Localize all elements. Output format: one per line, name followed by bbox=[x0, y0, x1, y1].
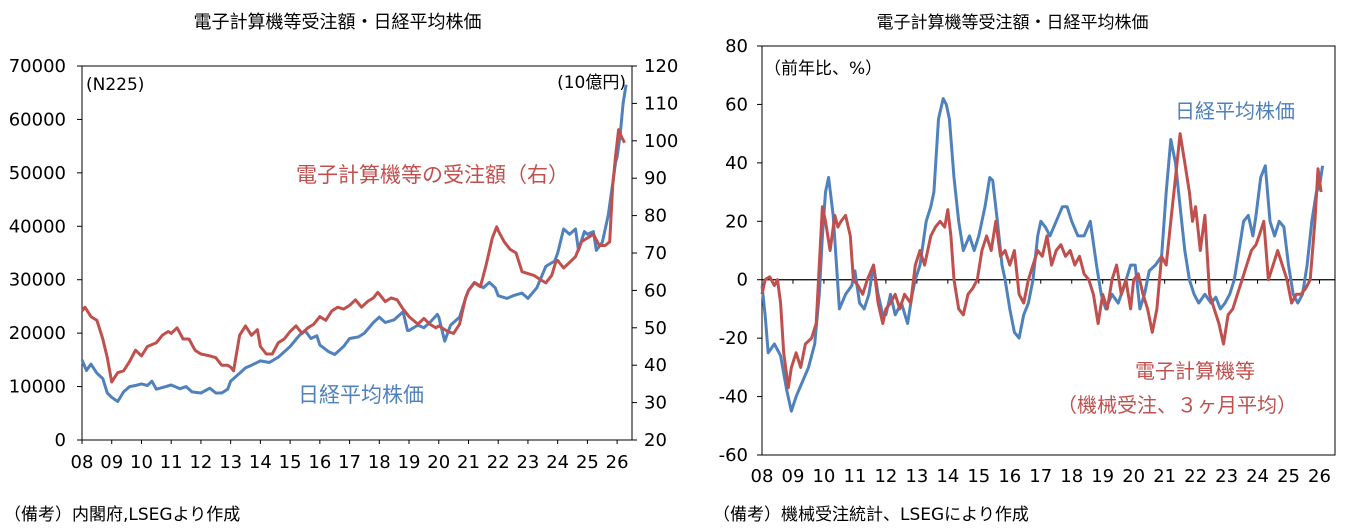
x-tick-label: 17 bbox=[1029, 466, 1052, 487]
series-label-computer-orders: 電子計算機等の受注額（右） bbox=[296, 163, 569, 187]
x-tick-label: 17 bbox=[338, 452, 361, 473]
x-tick-label: 10 bbox=[812, 466, 835, 487]
series-label-computer-orders-2: （機械受注、３ヶ月平均） bbox=[1057, 393, 1297, 417]
y-left-tick-label: 60000 bbox=[9, 109, 66, 130]
y-right-tick-label: 110 bbox=[644, 93, 678, 114]
x-tick-label: 09 bbox=[782, 466, 805, 487]
chart-left: 電子計算機等受注額・日経平均株価 0 10000 20000 30000 40000 50… bbox=[4, 12, 679, 525]
chart-left-plot: 0 10000 20000 30000 40000 50000 60000 70000 20 30… bbox=[9, 56, 679, 473]
x-tick-label: 19 bbox=[1091, 466, 1114, 487]
y-tick-label: 60 bbox=[725, 94, 748, 115]
y-left-tick-label: 70000 bbox=[9, 56, 66, 77]
x-tick-label: 13 bbox=[219, 452, 242, 473]
y-tick-label: -40 bbox=[719, 387, 748, 408]
y-right-tick-label: 120 bbox=[644, 56, 678, 77]
y-tick-label: 20 bbox=[725, 211, 748, 232]
x-tick-label: 16 bbox=[308, 452, 331, 473]
y-tick-label: -20 bbox=[719, 328, 748, 349]
x-tick-label: 16 bbox=[998, 466, 1021, 487]
x-tick-label: 10 bbox=[130, 452, 153, 473]
x-tick-label: 26 bbox=[1308, 466, 1331, 487]
x-tick-label: 22 bbox=[487, 452, 510, 473]
y-right-tick-label: 100 bbox=[644, 131, 678, 152]
y-tick-label: 0 bbox=[737, 270, 748, 291]
y-tick-label: 80 bbox=[725, 36, 748, 57]
x-tick-label: 25 bbox=[576, 452, 599, 473]
source-note-right: （備考）機械受注統計、LSEGにより作成 bbox=[713, 505, 1029, 525]
y-left-tick-label: 20000 bbox=[9, 323, 66, 344]
x-tick-label: 21 bbox=[1153, 466, 1176, 487]
y-right-tick-label: 60 bbox=[644, 280, 667, 301]
chart-right-plot: -60 -40 -20 0 20 40 60 80 08 09 10 11 12 13 14 15 16 17 18… bbox=[719, 36, 1336, 487]
x-tick-label: 22 bbox=[1184, 466, 1207, 487]
y-right-tick-label: 80 bbox=[644, 206, 667, 227]
x-tick-label: 18 bbox=[1060, 466, 1083, 487]
x-tick-label: 11 bbox=[843, 466, 866, 487]
y-right-tick-label: 50 bbox=[644, 318, 667, 339]
x-tick-label: 12 bbox=[874, 466, 897, 487]
y-right-tick-label: 40 bbox=[644, 355, 667, 376]
series-label-nikkei: 日経平均株価 bbox=[298, 383, 424, 407]
series-line-nikkei bbox=[80, 84, 628, 403]
x-tick-label: 20 bbox=[427, 452, 450, 473]
source-note-left: （備考）内閣府,LSEGより作成 bbox=[4, 505, 241, 525]
x-tick-label: 13 bbox=[905, 466, 928, 487]
x-tick-label: 26 bbox=[606, 452, 629, 473]
x-tick-label: 09 bbox=[100, 452, 123, 473]
left-axis-unit: (N225) bbox=[86, 75, 144, 95]
x-tick-label: 23 bbox=[516, 452, 539, 473]
series-line-computer-orders-yoy bbox=[760, 132, 1323, 390]
y-tick-label: -60 bbox=[719, 445, 748, 466]
y-left-tick-label: 30000 bbox=[9, 270, 66, 291]
y-left-tick-label: 50000 bbox=[9, 163, 66, 184]
axis-unit: （前年比、%） bbox=[764, 59, 882, 79]
x-tick-label: 08 bbox=[751, 466, 774, 487]
x-tick-label: 25 bbox=[1277, 466, 1300, 487]
series-label-computer-orders-1: 電子計算機等 bbox=[1135, 359, 1255, 383]
y-right-tick-label: 70 bbox=[644, 243, 667, 264]
chart-title-right: 電子計算機等受注額・日経平均株価 bbox=[876, 13, 1149, 33]
x-tick-label: 12 bbox=[189, 452, 212, 473]
y-right-tick-label: 90 bbox=[644, 168, 667, 189]
x-tick-label: 14 bbox=[936, 466, 959, 487]
x-tick-label: 24 bbox=[1246, 466, 1269, 487]
y-left-tick-label: 40000 bbox=[9, 216, 66, 237]
x-tick-label: 21 bbox=[457, 452, 480, 473]
x-tick-label: 15 bbox=[967, 466, 990, 487]
x-tick-label: 18 bbox=[368, 452, 391, 473]
y-left-tick-label: 10000 bbox=[9, 377, 66, 398]
y-right-tick-label: 20 bbox=[644, 430, 667, 451]
chart-right: 電子計算機等受注額・日経平均株価 -60 -40 -20 0 20 40 60 80 08 09 1… bbox=[675, 0, 1350, 531]
series-line-computer-orders bbox=[80, 128, 626, 384]
y-tick-label: 40 bbox=[725, 153, 748, 174]
x-tick-label: 20 bbox=[1122, 466, 1145, 487]
right-axis-unit: (10億円) bbox=[557, 73, 626, 93]
chart-title-left: 電子計算機等受注額・日経平均株価 bbox=[193, 12, 482, 33]
x-tick-label: 08 bbox=[71, 452, 94, 473]
x-tick-label: 15 bbox=[279, 452, 302, 473]
x-tick-label: 24 bbox=[546, 452, 569, 473]
plot-area bbox=[761, 45, 1336, 456]
series-label-nikkei: 日経平均株価 bbox=[1175, 99, 1295, 123]
y-right-tick-label: 30 bbox=[644, 393, 667, 414]
x-tick-label: 23 bbox=[1215, 466, 1238, 487]
x-tick-label: 19 bbox=[398, 452, 421, 473]
x-tick-label: 14 bbox=[249, 452, 272, 473]
y-left-tick-label: 0 bbox=[55, 430, 66, 451]
x-tick-label: 11 bbox=[160, 452, 183, 473]
